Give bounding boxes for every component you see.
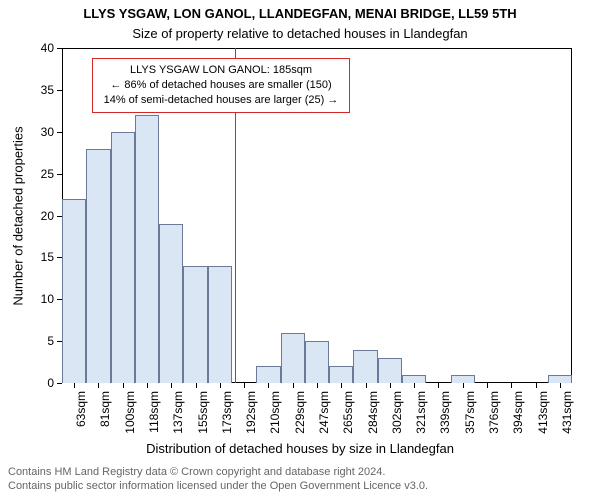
x-tick-label: 247sqm — [317, 391, 331, 434]
y-tick-label: 35 — [32, 83, 54, 97]
attribution-footer: Contains HM Land Registry data © Crown c… — [8, 465, 600, 494]
histogram-bar — [183, 266, 207, 383]
x-tick-label: 63sqm — [74, 391, 88, 427]
x-tick-label: 321sqm — [414, 391, 428, 434]
histogram-bar — [135, 115, 159, 383]
chart-container: LLYS YSGAW, LON GANOL, LLANDEGFAN, MENAI… — [0, 0, 600, 500]
x-tick-mark — [414, 383, 415, 388]
y-tick-mark — [57, 132, 62, 133]
x-tick-label: 229sqm — [293, 391, 307, 434]
x-tick-mark — [220, 383, 221, 388]
y-tick-label: 30 — [32, 125, 54, 139]
y-tick-label: 20 — [32, 209, 54, 223]
title-sub: Size of property relative to detached ho… — [0, 26, 600, 41]
x-tick-label: 413sqm — [536, 391, 550, 434]
x-tick-mark — [98, 383, 99, 388]
x-tick-mark — [438, 383, 439, 388]
x-tick-mark — [123, 383, 124, 388]
x-axis-title: Distribution of detached houses by size … — [0, 441, 600, 456]
x-tick-label: 81sqm — [98, 391, 112, 427]
x-tick-mark — [366, 383, 367, 388]
x-tick-mark — [147, 383, 148, 388]
histogram-bar — [86, 149, 110, 384]
x-tick-mark — [390, 383, 391, 388]
annotation-line: LLYS YSGAW LON GANOL: 185sqm — [99, 63, 343, 78]
histogram-bar — [451, 375, 475, 383]
histogram-bar — [402, 375, 426, 383]
x-tick-mark — [293, 383, 294, 388]
annotation-box: LLYS YSGAW LON GANOL: 185sqm← 86% of det… — [92, 58, 350, 113]
x-tick-label: 339sqm — [438, 391, 452, 434]
x-tick-mark — [511, 383, 512, 388]
y-tick-mark — [57, 48, 62, 49]
x-tick-label: 155sqm — [196, 391, 210, 434]
x-tick-label: 376sqm — [487, 391, 501, 434]
x-tick-mark — [536, 383, 537, 388]
x-tick-mark — [487, 383, 488, 388]
x-tick-label: 431sqm — [560, 391, 574, 434]
y-tick-label: 25 — [32, 167, 54, 181]
y-tick-mark — [57, 90, 62, 91]
histogram-bar — [281, 333, 305, 383]
annotation-line: ← 86% of detached houses are smaller (15… — [99, 78, 343, 93]
annotation-line: 14% of semi-detached houses are larger (… — [99, 93, 343, 108]
y-tick-mark — [57, 174, 62, 175]
x-tick-mark — [171, 383, 172, 388]
title-main: LLYS YSGAW, LON GANOL, LLANDEGFAN, MENAI… — [0, 6, 600, 21]
x-tick-label: 118sqm — [147, 391, 161, 433]
x-tick-label: 265sqm — [341, 391, 355, 434]
histogram-bar — [378, 358, 402, 383]
x-tick-label: 100sqm — [123, 391, 137, 434]
x-tick-mark — [196, 383, 197, 388]
x-tick-label: 173sqm — [220, 391, 234, 434]
histogram-bar — [159, 224, 183, 383]
y-tick-label: 15 — [32, 250, 54, 264]
x-tick-mark — [244, 383, 245, 388]
y-tick-label: 5 — [32, 334, 54, 348]
histogram-bar — [256, 366, 280, 383]
histogram-bar — [111, 132, 135, 383]
y-tick-label: 10 — [32, 292, 54, 306]
x-tick-label: 394sqm — [511, 391, 525, 434]
x-tick-label: 284sqm — [366, 391, 380, 434]
y-axis-title: Number of detached properties — [11, 116, 26, 316]
x-tick-label: 137sqm — [171, 391, 185, 434]
x-tick-label: 357sqm — [463, 391, 477, 434]
x-tick-mark — [74, 383, 75, 388]
x-tick-mark — [268, 383, 269, 388]
x-tick-mark — [317, 383, 318, 388]
histogram-bar — [305, 341, 329, 383]
footer-line-1: Contains HM Land Registry data © Crown c… — [8, 465, 600, 479]
footer-line-2: Contains public sector information licen… — [8, 479, 600, 493]
x-tick-mark — [341, 383, 342, 388]
x-tick-label: 302sqm — [390, 391, 404, 434]
histogram-bar — [329, 366, 353, 383]
histogram-bar — [548, 375, 572, 383]
histogram-bar — [62, 199, 86, 383]
x-tick-mark — [463, 383, 464, 388]
histogram-bar — [353, 350, 377, 384]
y-tick-mark — [57, 383, 62, 384]
x-tick-label: 210sqm — [268, 391, 282, 434]
y-tick-label: 0 — [32, 376, 54, 390]
x-tick-mark — [560, 383, 561, 388]
histogram-bar — [208, 266, 232, 383]
x-tick-label: 192sqm — [244, 391, 258, 434]
y-tick-label: 40 — [32, 41, 54, 55]
